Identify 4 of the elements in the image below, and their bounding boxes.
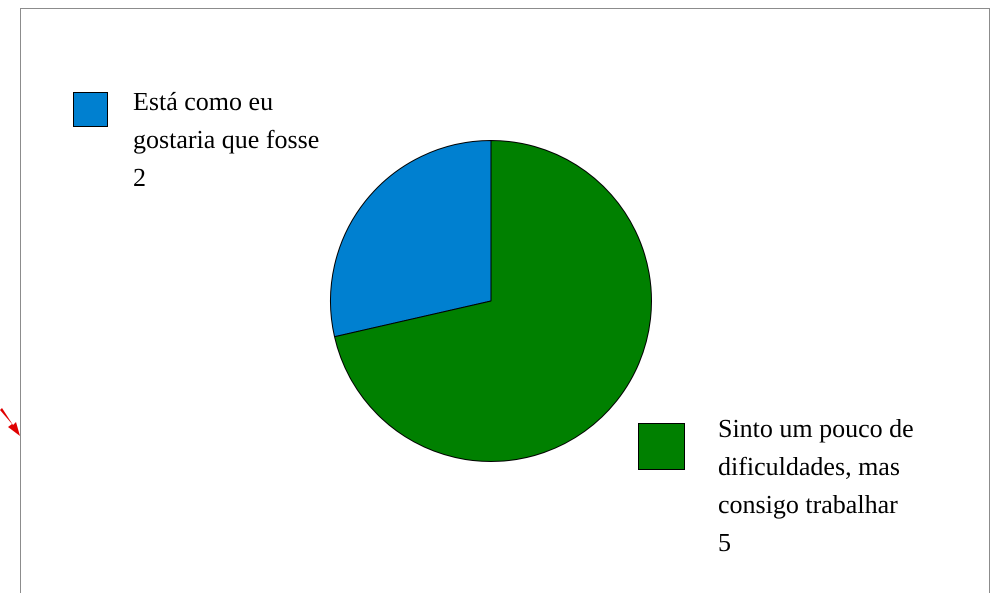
legend-label: Sinto um pouco de dificuldades, mas consigo trabalhar	[718, 414, 914, 519]
legend-label: Está como eu gostaria que fosse	[133, 87, 320, 154]
data-label: 5	[718, 528, 731, 557]
data-label: 2	[133, 163, 146, 192]
